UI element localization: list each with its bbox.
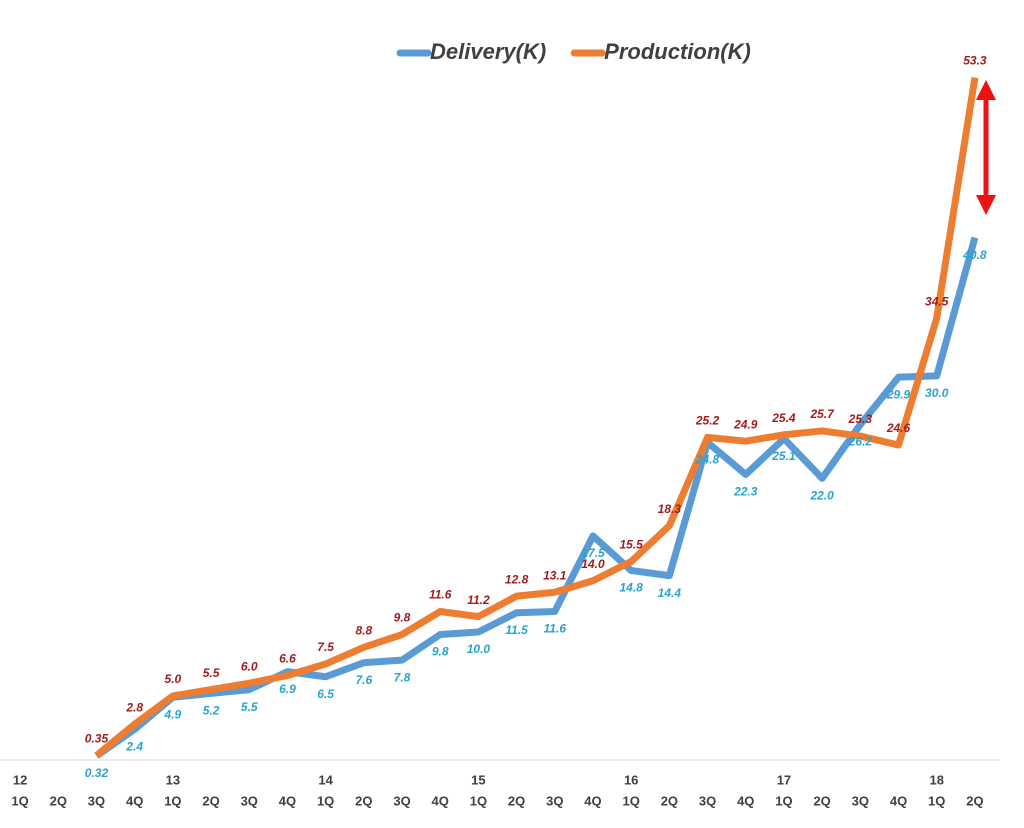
series-line [94, 77, 979, 759]
x-tick-label: 4Q [890, 793, 907, 808]
legend-label: Production(K) [604, 39, 751, 64]
data-label: 30.0 [925, 386, 949, 400]
data-label: 4.9 [164, 707, 182, 721]
x-year-label: 15 [471, 772, 485, 787]
data-label: 26.2 [848, 435, 873, 449]
data-label: 2.8 [125, 700, 143, 714]
x-tick-label: 1Q [928, 793, 945, 808]
x-tick-label: 1Q [164, 793, 181, 808]
x-year-label: 16 [624, 772, 638, 787]
data-label: 53.3 [963, 54, 987, 68]
data-label: 9.8 [432, 645, 449, 659]
data-label: 18.3 [658, 502, 682, 516]
x-year-label: 12 [13, 772, 27, 787]
data-label: 0.32 [85, 766, 109, 780]
data-label: 5.2 [203, 704, 220, 718]
data-label: 7.8 [394, 670, 411, 684]
x-tick-label: 3Q [88, 793, 105, 808]
data-label: 14.4 [658, 586, 682, 600]
x-tick-label: 2Q [813, 793, 830, 808]
x-tick-label: 1Q [623, 793, 640, 808]
x-tick-label: 2Q [50, 793, 67, 808]
data-label: 8.8 [355, 624, 372, 638]
x-tick-label: 4Q [432, 793, 449, 808]
legend-label: Delivery(K) [430, 39, 546, 64]
data-label: 2.4 [125, 739, 143, 753]
data-label: 7.5 [317, 640, 334, 654]
data-label: 25.4 [771, 411, 796, 425]
x-year-label: 14 [318, 772, 333, 787]
data-label: 14.8 [619, 581, 643, 595]
x-tick-label: 1Q [11, 793, 28, 808]
data-label: 25.1 [771, 449, 796, 463]
data-label: 17.5 [581, 546, 605, 560]
data-label: 11.5 [505, 623, 528, 637]
data-label: 6.6 [279, 652, 296, 666]
data-label: 5.5 [203, 666, 220, 680]
x-year-label: 17 [777, 772, 791, 787]
data-label: 40.8 [962, 248, 987, 262]
data-label: 25.3 [848, 412, 873, 426]
data-label: 29.9 [886, 387, 911, 401]
x-tick-label: 2Q [966, 793, 983, 808]
x-tick-label: 3Q [699, 793, 716, 808]
data-label: 22.3 [733, 485, 758, 499]
x-tick-label: 1Q [470, 793, 487, 808]
x-tick-label: 3Q [852, 793, 869, 808]
x-tick-label: 4Q [279, 793, 296, 808]
data-label: 10.0 [467, 642, 491, 656]
x-tick-label: 1Q [775, 793, 792, 808]
data-label: 11.6 [544, 622, 567, 636]
data-label: 25.2 [695, 414, 720, 428]
data-label: 6.9 [279, 682, 296, 696]
x-tick-label: 3Q [241, 793, 258, 808]
data-label: 13.1 [543, 568, 567, 582]
data-label: 24.6 [886, 421, 911, 435]
x-tick-label: 4Q [737, 793, 754, 808]
x-tick-label: 2Q [508, 793, 525, 808]
x-tick-label: 2Q [202, 793, 219, 808]
x-tick-label: 4Q [126, 793, 143, 808]
data-label: 12.8 [505, 572, 529, 586]
data-label: 9.8 [394, 611, 411, 625]
data-label: 25.7 [809, 407, 835, 421]
x-tick-label: 1Q [317, 793, 334, 808]
x-tick-label: 3Q [393, 793, 410, 808]
data-label: 5.5 [241, 700, 258, 714]
x-tick-label: 2Q [355, 793, 372, 808]
data-label: 6.0 [241, 659, 258, 673]
data-label: 7.6 [355, 673, 372, 687]
x-tick-label: 4Q [584, 793, 601, 808]
data-label: 24.8 [695, 453, 720, 467]
data-label: 34.5 [925, 294, 949, 308]
x-year-label: 13 [166, 772, 180, 787]
data-label: 0.35 [85, 732, 109, 746]
data-label: 24.9 [733, 417, 758, 431]
data-label: 6.5 [317, 687, 334, 701]
data-label: 15.5 [619, 538, 643, 552]
data-label: 14.0 [581, 557, 605, 571]
x-year-label: 18 [929, 772, 943, 787]
x-tick-label: 3Q [546, 793, 563, 808]
x-tick-label: 2Q [661, 793, 678, 808]
data-label: 11.6 [429, 588, 452, 602]
data-label: 5.0 [165, 672, 182, 686]
data-label: 11.2 [467, 593, 490, 607]
data-label: 22.0 [809, 488, 834, 502]
series-line [94, 236, 979, 759]
